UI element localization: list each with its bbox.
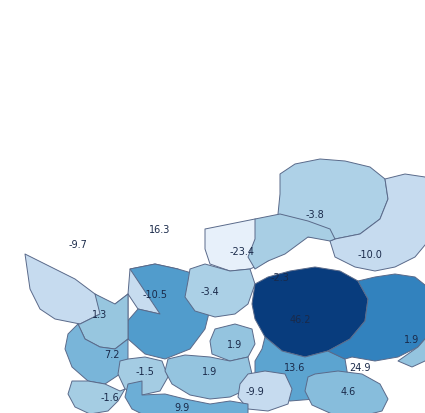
- Text: 1.9: 1.9: [404, 334, 419, 344]
- Text: 1.9: 1.9: [202, 366, 218, 376]
- Text: -3.4: -3.4: [201, 286, 219, 296]
- Text: 13.6: 13.6: [284, 362, 306, 372]
- Text: -23.4: -23.4: [230, 247, 255, 256]
- Text: -9.9: -9.9: [246, 386, 264, 396]
- Text: 4.6: 4.6: [340, 386, 356, 396]
- Text: 1.9: 1.9: [227, 339, 243, 349]
- Text: -1.5: -1.5: [136, 366, 154, 376]
- Text: -10.5: -10.5: [142, 289, 167, 299]
- Text: -10.0: -10.0: [357, 249, 383, 259]
- Text: 46.2: 46.2: [289, 314, 311, 324]
- Text: -3.8: -3.8: [306, 209, 324, 219]
- Text: 16.3: 16.3: [149, 224, 171, 235]
- Text: 9.9: 9.9: [174, 402, 190, 412]
- Text: -9.7: -9.7: [68, 240, 88, 249]
- Text: 7.2: 7.2: [104, 349, 120, 359]
- Text: 24.9: 24.9: [349, 362, 371, 372]
- Text: -1.6: -1.6: [101, 392, 119, 402]
- Text: -2.3: -2.3: [271, 272, 289, 282]
- Text: 1.3: 1.3: [92, 309, 108, 319]
